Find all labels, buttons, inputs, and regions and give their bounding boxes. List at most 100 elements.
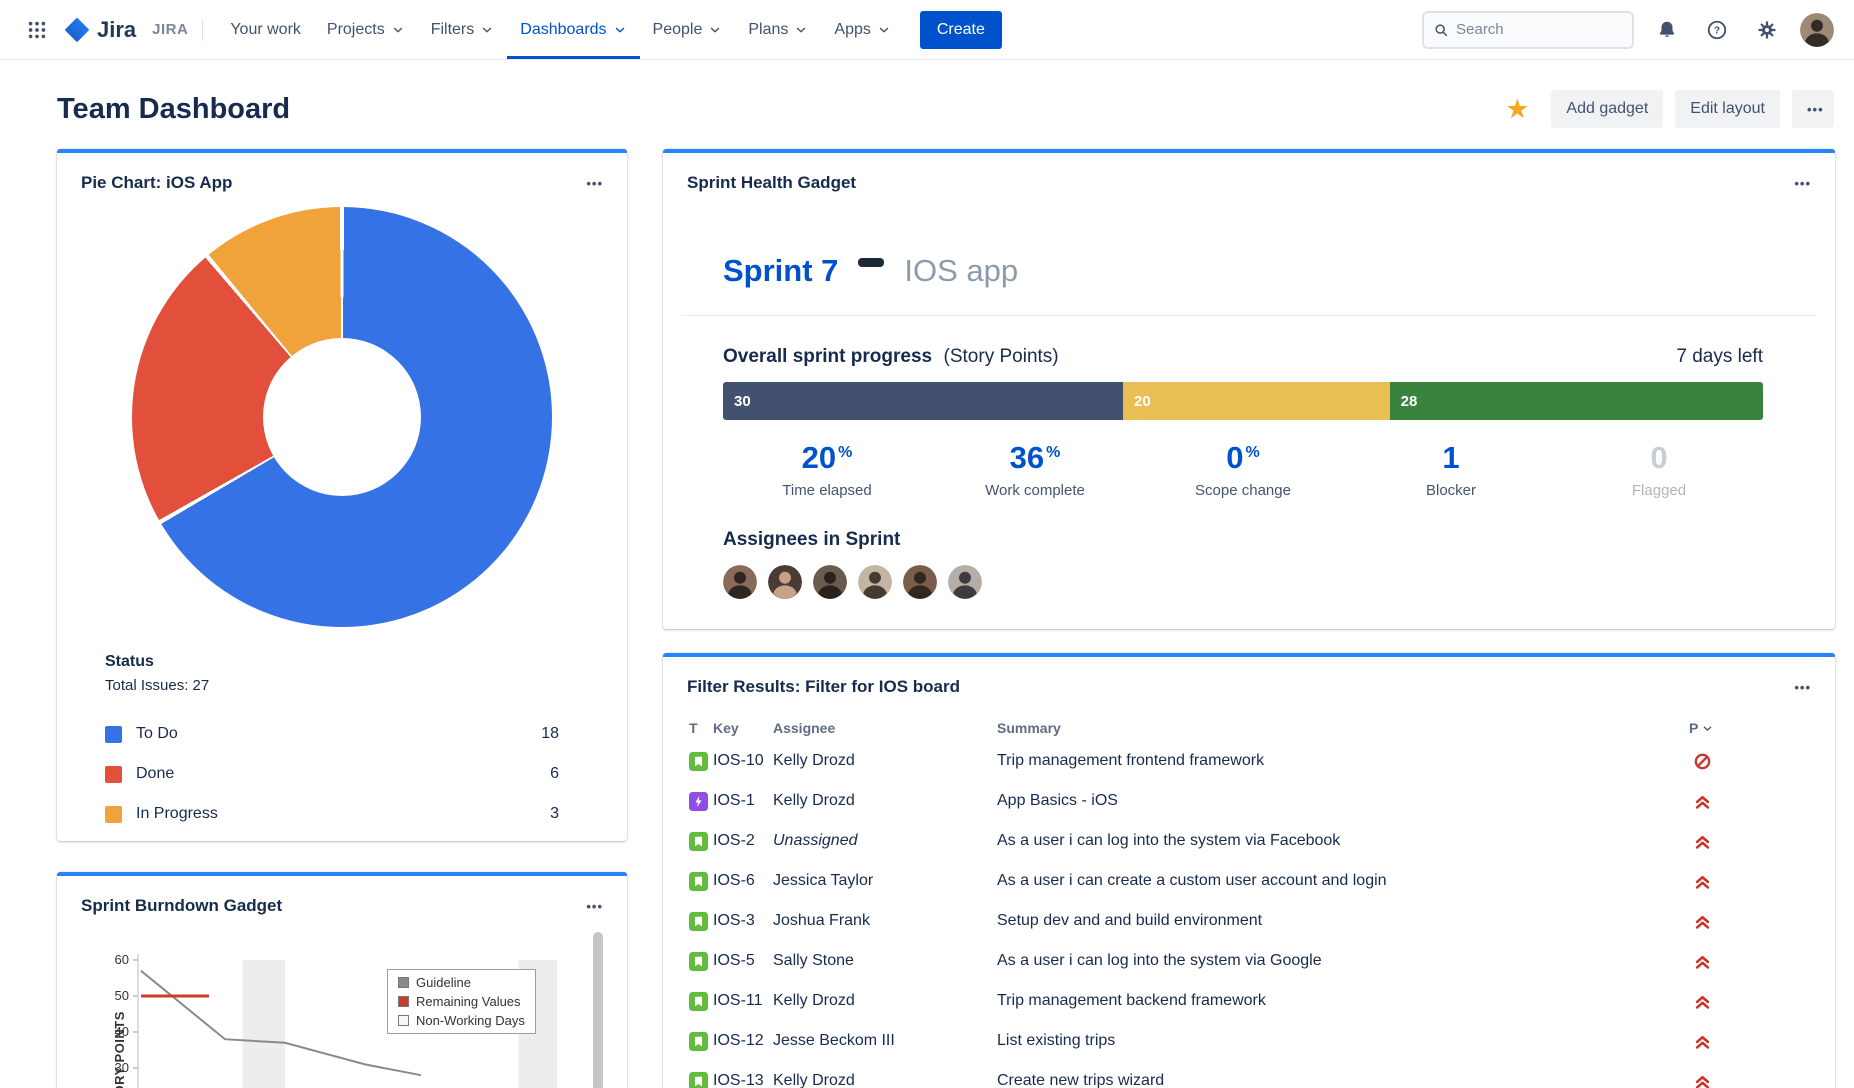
chevron-down-icon bbox=[711, 27, 720, 32]
app-switcher-icon[interactable] bbox=[20, 13, 54, 47]
jira-logo[interactable]: Jira bbox=[64, 17, 136, 43]
issue-summary[interactable]: As a user i can create a custom user acc… bbox=[997, 872, 1387, 889]
issues-table-body: IOS-10 Kelly Drozd Trip management fronten… bbox=[663, 741, 1835, 1088]
issue-summary[interactable]: Trip management frontend framework bbox=[997, 752, 1265, 769]
issue-key[interactable]: IOS-3 bbox=[713, 912, 755, 929]
progress-segment: 28 bbox=[1389, 382, 1763, 420]
notifications-bell-icon[interactable] bbox=[1650, 13, 1684, 47]
issue-row-ios-12[interactable]: IOS-12 Jesse Beckom III List existing trip… bbox=[663, 1021, 1835, 1061]
stat-value: 1 bbox=[1442, 440, 1460, 475]
column-header-p[interactable]: P bbox=[1689, 720, 1809, 736]
story-type-icon bbox=[689, 911, 708, 931]
nav-item-dashboards[interactable]: Dashboards bbox=[507, 0, 640, 59]
svg-text:50: 50 bbox=[115, 988, 129, 1003]
card-title: Pie Chart: iOS App bbox=[81, 173, 233, 192]
priority-highest-icon bbox=[1695, 875, 1710, 889]
issue-summary[interactable]: Create new trips wizard bbox=[997, 1072, 1165, 1088]
issue-type-cell bbox=[689, 991, 713, 1011]
scrollbar-thumb[interactable] bbox=[593, 932, 603, 1088]
search-input[interactable] bbox=[1456, 21, 1622, 38]
favorite-star-icon[interactable]: ★ bbox=[1505, 93, 1530, 124]
pie-legend-item-to-do[interactable]: To Do 18 bbox=[105, 714, 579, 754]
settings-gear-icon[interactable] bbox=[1750, 13, 1784, 47]
site-label: JIRA bbox=[152, 21, 189, 38]
scrollbar-track[interactable] bbox=[593, 932, 603, 1088]
issue-key[interactable]: IOS-5 bbox=[713, 952, 755, 969]
story-type-icon bbox=[689, 871, 708, 891]
priority-highest-icon bbox=[1695, 955, 1710, 969]
user-avatar[interactable] bbox=[1800, 12, 1834, 47]
progress-heading-normal: (Story Points) bbox=[943, 346, 1059, 367]
pie-chart-donut[interactable] bbox=[132, 207, 552, 627]
issue-key[interactable]: IOS-1 bbox=[713, 792, 755, 809]
sprint-progress-heading: Overall sprint progress (Story Points) 7… bbox=[723, 346, 1763, 368]
search-box[interactable] bbox=[1422, 10, 1634, 49]
edit-layout-button[interactable]: Edit layout bbox=[1675, 90, 1780, 128]
issue-row-ios-5[interactable]: IOS-5 Sally Stone As a user i can log into… bbox=[663, 941, 1835, 981]
issue-summary[interactable]: List existing trips bbox=[997, 1032, 1116, 1049]
issue-row-ios-10[interactable]: IOS-10 Kelly Drozd Trip management fronten… bbox=[663, 741, 1835, 781]
add-gadget-button[interactable]: Add gadget bbox=[1551, 90, 1664, 128]
person-silhouette-icon bbox=[813, 565, 847, 599]
issue-assignee: Kelly Drozd bbox=[773, 992, 855, 1009]
nav-item-your-work[interactable]: Your work bbox=[217, 0, 314, 59]
assignee-avatar-6[interactable] bbox=[948, 565, 982, 599]
pie-legend-item-in-progress[interactable]: In Progress 3 bbox=[105, 794, 579, 834]
person-silhouette-icon bbox=[858, 565, 892, 599]
burndown-card: Sprint Burndown Gadget ••• 6050403020100… bbox=[57, 872, 627, 1088]
burndown-card-more-button[interactable]: ••• bbox=[586, 898, 603, 914]
legend-swatch bbox=[105, 805, 122, 823]
issue-assignee: Jesse Beckom III bbox=[773, 1032, 895, 1049]
sprint-health-more-button[interactable]: ••• bbox=[1794, 175, 1811, 191]
segment-value: 28 bbox=[1400, 392, 1418, 410]
days-left-label: 7 days left bbox=[1676, 346, 1763, 367]
stat-label: Flagged bbox=[1631, 482, 1687, 499]
create-button[interactable]: Create bbox=[919, 10, 1002, 49]
assignee-avatar-1[interactable] bbox=[723, 565, 757, 599]
help-icon[interactable]: ? bbox=[1700, 13, 1734, 47]
chevron-down-icon bbox=[879, 27, 889, 32]
assignee-avatar-2[interactable] bbox=[768, 565, 802, 599]
issue-row-ios-1[interactable]: IOS-1 Kelly Drozd App Basics - iOS bbox=[663, 781, 1835, 821]
progress-segment: 20 bbox=[1123, 382, 1390, 420]
issue-key[interactable]: IOS-2 bbox=[713, 832, 755, 849]
issue-summary[interactable]: Setup dev and and build environment bbox=[997, 912, 1263, 929]
pie-legend-item-done[interactable]: Done 6 bbox=[105, 754, 579, 794]
nav-item-label: Apps bbox=[834, 20, 871, 38]
pie-card-more-button[interactable]: ••• bbox=[586, 175, 603, 191]
issue-summary[interactable]: App Basics - iOS bbox=[997, 792, 1118, 809]
card-title: Filter Results: Filter for IOS board bbox=[687, 677, 960, 696]
story-type-icon bbox=[689, 751, 708, 771]
issue-summary[interactable]: As a user i can log into the system via … bbox=[997, 832, 1341, 849]
issue-key[interactable]: IOS-13 bbox=[713, 1072, 764, 1088]
nav-item-plans[interactable]: Plans bbox=[735, 0, 821, 59]
legend-count: 18 bbox=[541, 725, 559, 742]
nav-item-projects[interactable]: Projects bbox=[314, 0, 418, 59]
assignee-avatar-3[interactable] bbox=[813, 565, 847, 599]
segment-value: 20 bbox=[1134, 392, 1151, 410]
legend-swatch bbox=[398, 977, 409, 988]
issue-row-ios-11[interactable]: IOS-11 Kelly Drozd Trip management backend… bbox=[663, 981, 1835, 1021]
issue-row-ios-3[interactable]: IOS-3 Joshua Frank Setup dev and and build… bbox=[663, 901, 1835, 941]
sprint-name[interactable]: Sprint 7 bbox=[723, 253, 839, 288]
card-title: Sprint Health Gadget bbox=[687, 173, 857, 192]
legend-label: Non-Working Days bbox=[416, 1013, 525, 1028]
issue-summary[interactable]: Trip management backend framework bbox=[997, 992, 1266, 1009]
person-silhouette-icon bbox=[1800, 12, 1834, 47]
assignee-avatar-5[interactable] bbox=[903, 565, 937, 599]
issue-row-ios-6[interactable]: IOS-6 Jessica Taylor As a user i can creat… bbox=[663, 861, 1835, 901]
nav-item-apps[interactable]: Apps bbox=[821, 0, 903, 59]
dashboard-more-button[interactable]: ••• bbox=[1792, 90, 1834, 128]
issue-row-ios-2[interactable]: IOS-2 Unassigned As a user i can log into … bbox=[663, 821, 1835, 861]
assignee-avatar-4[interactable] bbox=[858, 565, 892, 599]
issue-summary[interactable]: As a user i can log into the system via … bbox=[997, 952, 1322, 969]
sprint-stat-time-elapsed: 20% Time elapsed bbox=[723, 442, 931, 499]
issue-key[interactable]: IOS-6 bbox=[713, 872, 755, 889]
issue-key[interactable]: IOS-11 bbox=[713, 992, 763, 1009]
issue-key[interactable]: IOS-10 bbox=[713, 752, 764, 769]
issue-row-ios-13[interactable]: IOS-13 Kelly Drozd Create new trips wizard bbox=[663, 1061, 1835, 1088]
nav-item-people[interactable]: People bbox=[640, 0, 736, 59]
issue-key[interactable]: IOS-12 bbox=[713, 1032, 764, 1049]
filter-results-more-button[interactable]: ••• bbox=[1794, 679, 1811, 695]
nav-item-filters[interactable]: Filters bbox=[418, 0, 508, 59]
